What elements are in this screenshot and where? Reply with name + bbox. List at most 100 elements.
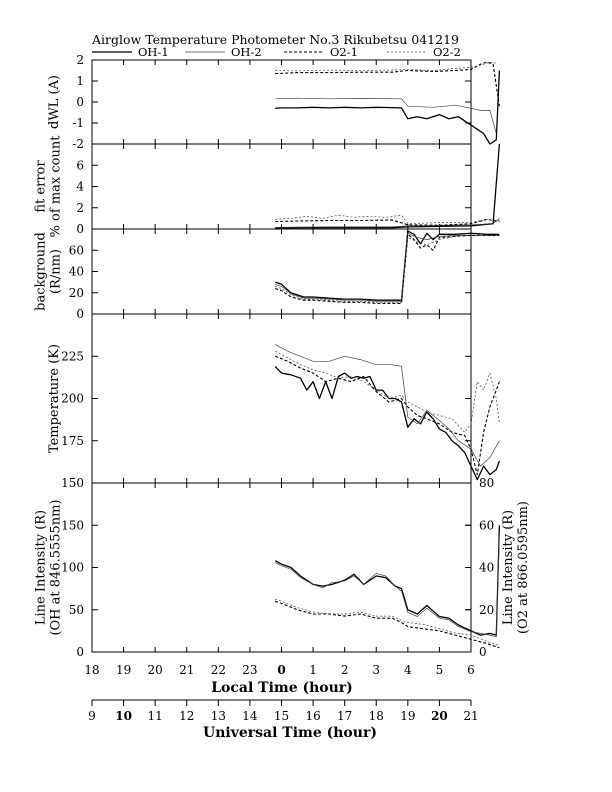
series-temp-o2-2 <box>275 350 500 433</box>
ylabel-bg: background <box>34 232 49 311</box>
ytick-label-fit: 0 <box>76 222 84 236</box>
series-temp-oh-2 <box>275 344 500 467</box>
series-bg-oh-1 <box>274 230 500 301</box>
panel-dwl: -2 -1 0 1 2 dWL (A) <box>47 53 501 151</box>
series-int-oh-2 <box>275 533 500 638</box>
xtick-label-local: 23 <box>242 663 257 677</box>
ylabel-int: (OH at 846.5555nm) <box>49 499 64 635</box>
ytick-label-int: 100 <box>61 561 84 575</box>
ytick-label-int: 50 <box>69 603 84 617</box>
ylabel-int: Line Intensity (R) <box>34 510 49 625</box>
xtick-label-local: 5 <box>436 663 444 677</box>
series-dwl-oh-1 <box>275 70 501 145</box>
ytick-label-right-int: 80 <box>479 476 494 490</box>
ylabel-dwl: dWL (A) <box>47 75 62 129</box>
series-fit-oh-2 <box>275 218 500 228</box>
xtick-label-local: 4 <box>404 663 412 677</box>
ytick-label-right-int: 0 <box>479 645 487 659</box>
series-fit-oh-1 <box>275 143 501 229</box>
xtick-label-ut: 20 <box>431 709 448 723</box>
ytick-label-right-int: 40 <box>479 561 494 575</box>
xtick-label-local: 20 <box>148 663 163 677</box>
xtick-label-local: 1 <box>309 663 317 677</box>
xtick-label-local: 22 <box>211 663 226 677</box>
series-int-o2-2 <box>275 598 500 647</box>
panel-frame-int <box>91 482 472 653</box>
panels: -2 -1 0 1 2 dWL (A) 0 2 4 6 fit error% of max coun… <box>34 53 532 659</box>
xtick-label-ut: 16 <box>305 709 320 723</box>
ylabel-right-int: Line Intensity (R) <box>501 510 516 625</box>
ytick-label-temp: 175 <box>61 434 84 448</box>
legend-label-oh-1: OH-1 <box>138 45 169 59</box>
series-dwl-o2-2 <box>275 61 497 72</box>
ylabel-temp: Temperature (K) <box>47 344 62 453</box>
ytick-label-dwl: 1 <box>76 74 84 88</box>
xtick-label-local: 3 <box>372 663 380 677</box>
ytick-label-bg: 0 <box>76 307 84 321</box>
ylabel-fit: % of max count <box>49 135 64 238</box>
series-dwl-o2-1 <box>275 61 500 107</box>
xtick-label-ut: 14 <box>242 709 258 723</box>
legend: OH-1 OH-2 O2-1 O2-2 <box>92 45 461 59</box>
panel-frame-bg <box>91 228 472 315</box>
series-int-o2-1 <box>275 600 500 649</box>
series-temp-o2-1 <box>274 355 500 476</box>
ylabel-right-int: (O2 at 866.0595nm) <box>516 501 531 634</box>
ytick-label-right-int: 20 <box>479 603 494 617</box>
xtick-label-local: 21 <box>179 663 194 677</box>
series-bg-oh-2 <box>275 232 500 302</box>
ytick-label-int: 150 <box>61 518 84 532</box>
ytick-label-temp: 150 <box>61 476 84 490</box>
series-bg-o2-2 <box>275 235 500 303</box>
ylabel-bg: (R/nm) <box>49 249 64 294</box>
panel-frame-fit <box>91 143 472 230</box>
ytick-label-bg: 20 <box>69 286 84 300</box>
ytick-label-fit: 2 <box>76 201 84 215</box>
xtick-label-ut: 10 <box>115 709 132 723</box>
ytick-label-bg: 60 <box>69 243 84 257</box>
xtick-label-local: 0 <box>277 663 285 677</box>
xtick-label-local: 19 <box>116 663 131 677</box>
series-fit-o2-1 <box>275 218 500 226</box>
ytick-label-temp: 225 <box>61 349 84 363</box>
chart-title: Airglow Temperature Photometer No.3 Riku… <box>91 32 459 47</box>
xtick-label-ut: 15 <box>274 709 289 723</box>
panel-frame-temp <box>91 313 472 484</box>
ytick-label-right-int: 60 <box>479 518 494 532</box>
series-temp-oh-1 <box>274 365 501 481</box>
series-fit-o2-2 <box>275 214 500 225</box>
xtick-label-ut: 17 <box>337 709 352 723</box>
xtick-label-ut: 19 <box>400 709 415 723</box>
ytick-label-dwl: 2 <box>76 53 84 67</box>
xtick-label-ut: 21 <box>463 709 478 723</box>
xtick-label-local: 2 <box>341 663 349 677</box>
ytick-label-fit: 6 <box>76 158 84 172</box>
xtick-label-ut: 18 <box>369 709 384 723</box>
ytick-label-dwl: 0 <box>76 95 84 109</box>
xlabel-local: Local Time (hour) <box>211 680 353 696</box>
ytick-label-fit: 4 <box>76 180 84 194</box>
panel-frame-dwl <box>91 59 472 145</box>
xtick-label-ut: 12 <box>179 709 194 723</box>
ytick-label-bg: 40 <box>69 265 84 279</box>
legend-label-oh-2: OH-2 <box>231 45 262 59</box>
ytick-label-dwl: -1 <box>72 116 84 130</box>
xlabel-ut: Universal Time (hour) <box>203 725 377 741</box>
legend-label-o2-2: O2-2 <box>433 45 461 59</box>
series-bg-o2-1 <box>275 233 500 304</box>
ylabel-fit: fit error <box>34 160 49 213</box>
xtick-label-ut: 13 <box>211 709 226 723</box>
xtick-label-local: 18 <box>84 663 99 677</box>
xtick-label-local: 6 <box>467 663 475 677</box>
ytick-label-int: 0 <box>76 645 84 659</box>
ytick-label-dwl: -2 <box>72 137 84 151</box>
xtick-label-ut: 9 <box>88 709 96 723</box>
xtick-label-ut: 11 <box>148 709 163 723</box>
panel-fit: 0 2 4 6 fit error% of max count <box>34 135 501 238</box>
panel-bg: 0 20 40 60 background (R/nm) <box>34 228 500 321</box>
legend-label-o2-1: O2-1 <box>330 45 358 59</box>
